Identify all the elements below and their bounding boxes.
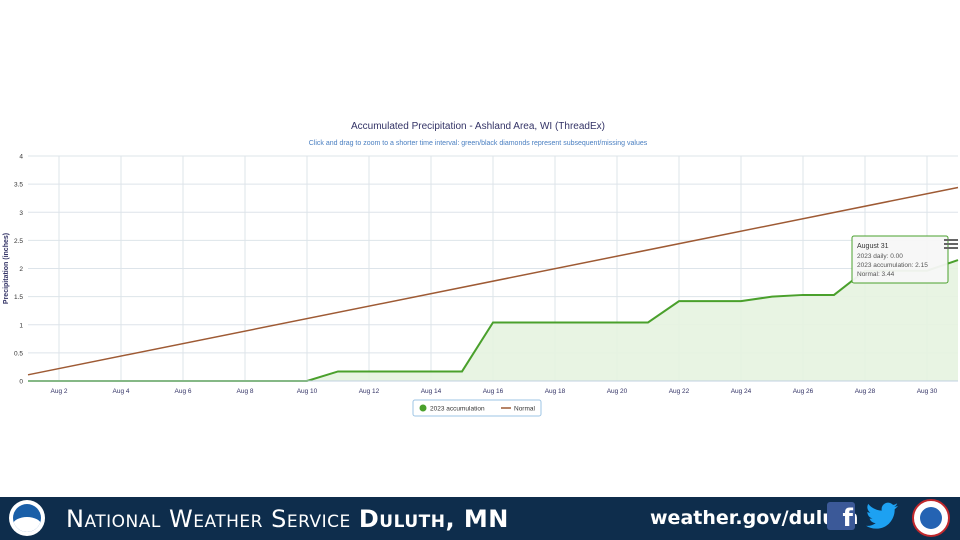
accumulation-area bbox=[28, 260, 958, 381]
x-tick-label: Aug 24 bbox=[731, 388, 752, 395]
y-tick-label: 0.5 bbox=[14, 350, 23, 357]
x-tick-label: Aug 6 bbox=[175, 388, 192, 395]
chart-title: Accumulated Precipitation - Ashland Area… bbox=[351, 121, 605, 132]
y-tick-label: 3.5 bbox=[14, 182, 23, 189]
y-tick-label: 2 bbox=[19, 266, 23, 273]
normal-line bbox=[27, 186, 959, 376]
y-tick-label: 2.5 bbox=[14, 238, 23, 245]
twitter-icon[interactable] bbox=[866, 502, 898, 530]
legend-label-accumulation: 2023 accumulation bbox=[430, 406, 485, 413]
facebook-icon[interactable]: f bbox=[827, 502, 855, 532]
legend-label-normal: Normal bbox=[514, 406, 536, 413]
tooltip-box bbox=[851, 235, 949, 284]
tooltip-line: 2023 daily: 0.00 bbox=[857, 253, 903, 260]
website-link[interactable]: weather.gov/duluth bbox=[650, 507, 859, 529]
precipitation-chart[interactable]: Accumulated Precipitation - Ashland Area… bbox=[0, 115, 960, 425]
organization-name: National Weather Service Duluth, MN bbox=[66, 505, 509, 533]
x-tick-label: Aug 14 bbox=[421, 388, 442, 395]
x-tick-label: Aug 10 bbox=[297, 388, 318, 395]
tooltip-line: Normal: 3.44 bbox=[857, 271, 895, 278]
office-name: Duluth, MN bbox=[358, 505, 509, 533]
y-tick-label: 3 bbox=[19, 210, 23, 217]
organization-prefix: National Weather Service bbox=[66, 505, 351, 533]
tooltip-line: 2023 accumulation: 2.15 bbox=[857, 262, 928, 269]
legend-marker-accumulation bbox=[419, 404, 427, 412]
y-tick-label: 1.5 bbox=[14, 294, 23, 301]
y-tick-label: 4 bbox=[19, 154, 23, 161]
chart-menu-icon[interactable] bbox=[944, 239, 958, 251]
x-tick-label: Aug 16 bbox=[483, 388, 504, 395]
legend-box bbox=[412, 399, 542, 417]
x-tick-label: Aug 30 bbox=[917, 388, 938, 395]
x-tick-label: Aug 12 bbox=[359, 388, 380, 395]
x-tick-label: Aug 28 bbox=[855, 388, 876, 395]
chart-canvas[interactable]: Accumulated Precipitation - Ashland Area… bbox=[0, 115, 960, 425]
y-axis-label: Precipitation (inches) bbox=[3, 233, 10, 304]
noaa-logo bbox=[9, 500, 45, 536]
x-tick-label: Aug 26 bbox=[793, 388, 814, 395]
footer-banner: National Weather Service Duluth, MN weat… bbox=[0, 497, 960, 540]
y-tick-label: 0 bbox=[19, 379, 23, 386]
y-tick-label: 1 bbox=[19, 322, 23, 329]
x-tick-label: Aug 8 bbox=[237, 388, 254, 395]
chart-subtitle: Click and drag to zoom to a shorter time… bbox=[309, 140, 648, 147]
x-tick-label: Aug 22 bbox=[669, 388, 690, 395]
x-tick-label: Aug 4 bbox=[113, 388, 130, 395]
x-tick-label: Aug 2 bbox=[51, 388, 68, 395]
x-tick-label: Aug 18 bbox=[545, 388, 566, 395]
x-tick-label: Aug 20 bbox=[607, 388, 628, 395]
nws-logo bbox=[912, 499, 950, 537]
tooltip-title: August 31 bbox=[857, 243, 889, 250]
